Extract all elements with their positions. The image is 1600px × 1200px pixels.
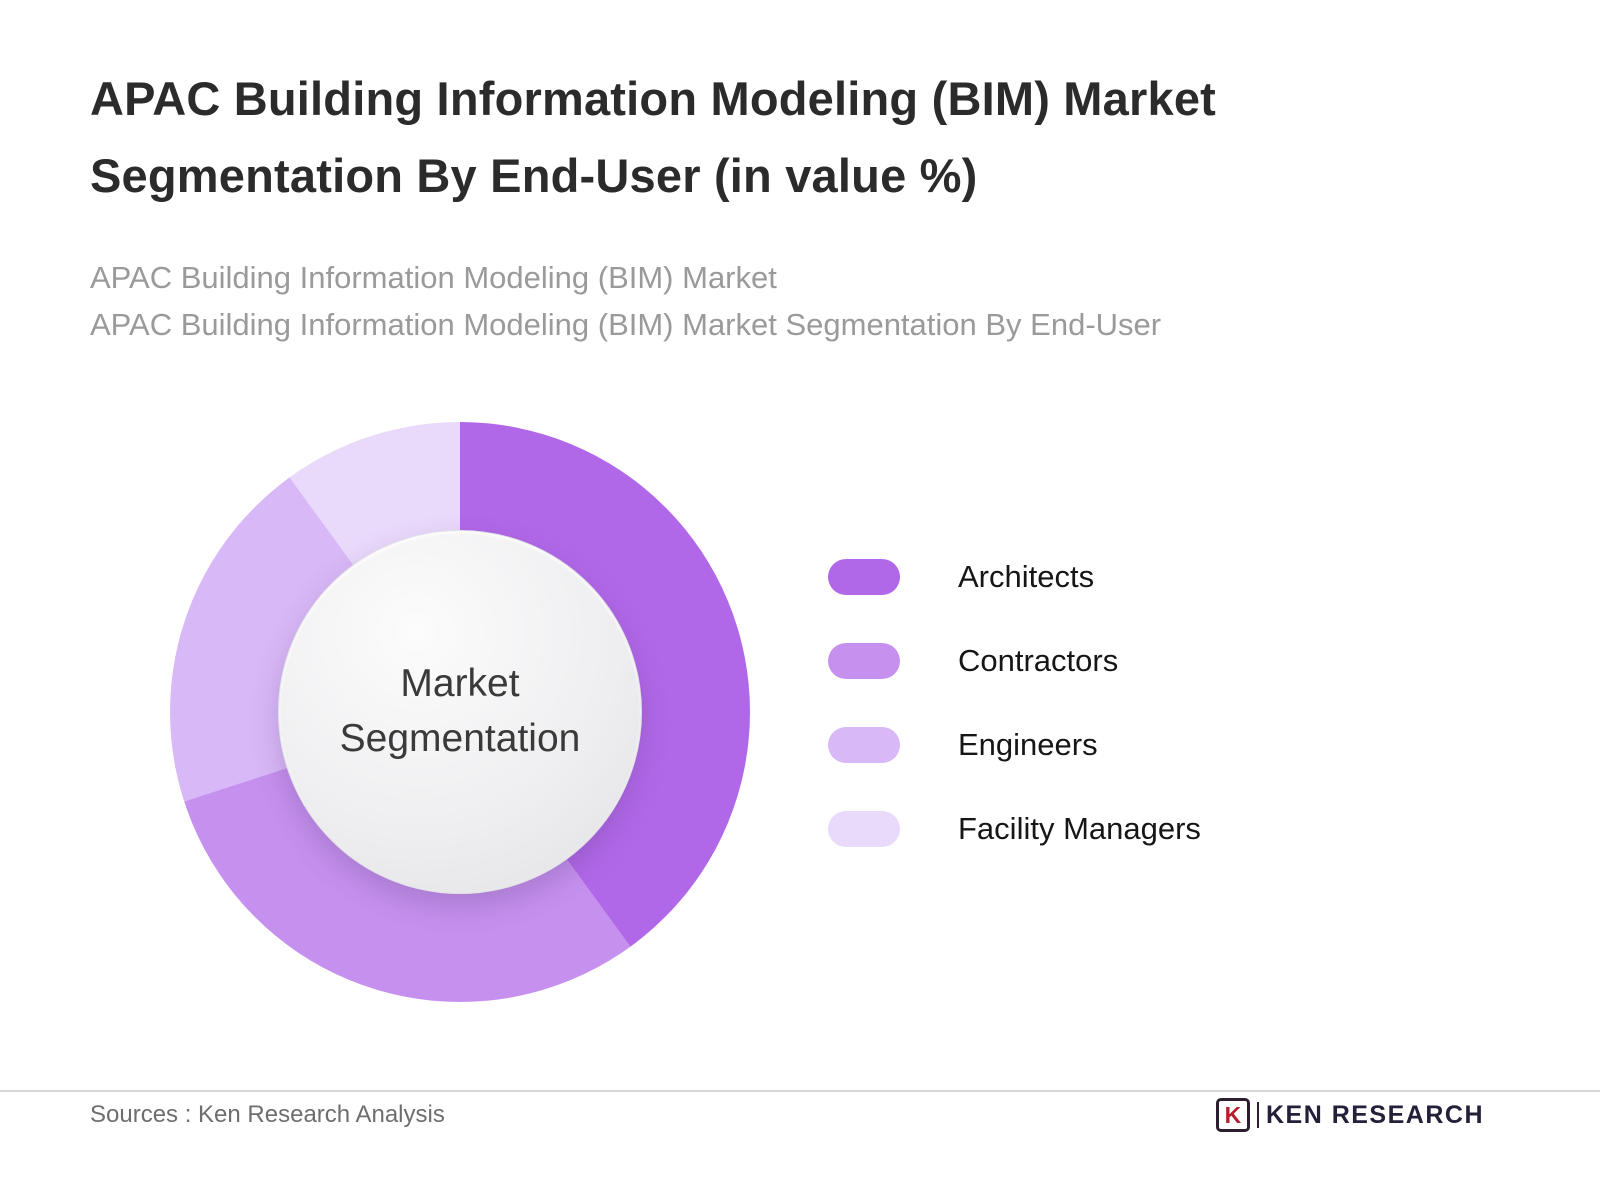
legend-swatch-contractors [828,642,900,679]
page-subtitle: APAC Building Information Modeling (BIM)… [90,254,1530,348]
page-title: APAC Building Information Modeling (BIM)… [90,60,1510,214]
page-title-line2: Segmentation By End-User (in value %) [90,149,978,202]
legend-item-contractors: Contractors [828,642,1201,679]
brand-logo-text: KEN RESEARCH [1265,1100,1484,1129]
legend-item-facility-managers: Facility Managers [828,810,1201,847]
page-title-line1: APAC Building Information Modeling (BIM)… [90,72,1217,125]
legend-swatch-architects [828,558,900,595]
legend-label-facility-managers: Facility Managers [958,810,1201,846]
legend-label-contractors: Contractors [958,642,1119,678]
legend-item-architects: Architects [828,558,1201,595]
donut-center: Market Segmentation [278,530,642,894]
legend-item-engineers: Engineers [828,726,1201,763]
legend-swatch-engineers [828,726,900,763]
footer-divider [0,1090,1600,1092]
legend-swatch-facility-managers [828,810,900,847]
brand-logo-icon: K [1215,1098,1250,1132]
donut-chart: Market Segmentation [170,422,750,1002]
legend-label-architects: Architects [958,558,1095,594]
donut-center-label: Market Segmentation [339,662,581,760]
chart-legend: Architects Contractors Engineers Facilit… [828,558,1201,894]
brand-logo-separator [1256,1102,1259,1128]
legend-label-engineers: Engineers [958,726,1098,762]
sources-note: Sources : Ken Research Analysis [90,1101,445,1128]
brand-logo: K KEN RESEARCH [1215,1098,1484,1132]
page-subtitle-line2: APAC Building Information Modeling (BIM)… [90,307,1162,342]
page-subtitle-line1: APAC Building Information Modeling (BIM)… [90,260,777,295]
